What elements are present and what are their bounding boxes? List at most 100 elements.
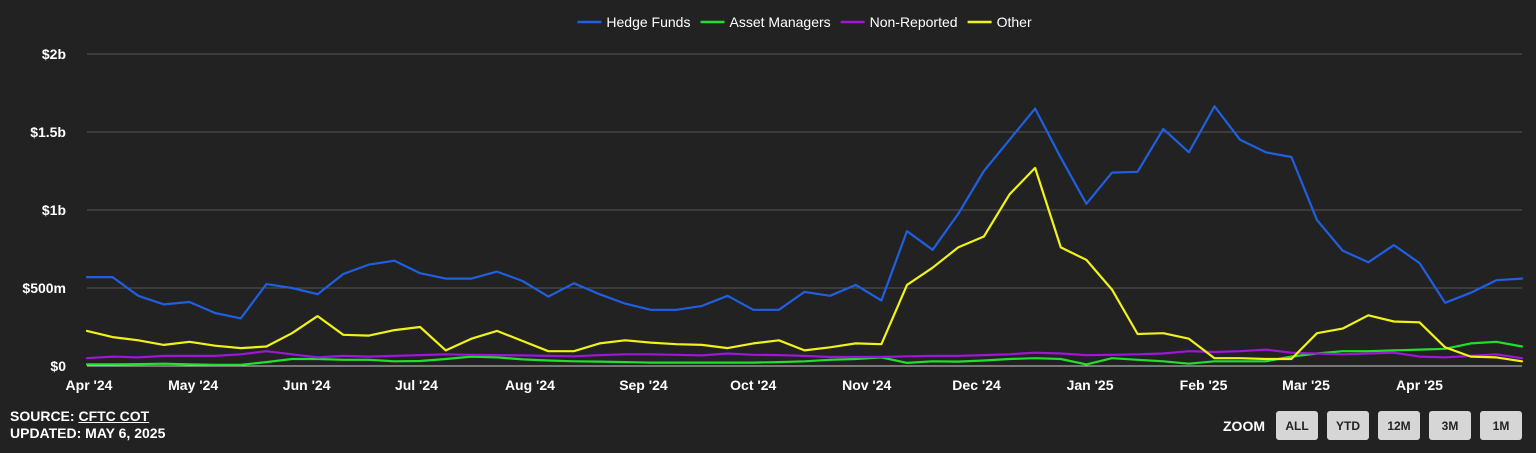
data-point-non-reported[interactable] bbox=[1058, 351, 1063, 356]
data-point-other[interactable] bbox=[520, 339, 525, 344]
data-point-other[interactable] bbox=[648, 340, 653, 345]
data-point-non-reported[interactable] bbox=[1340, 352, 1345, 357]
data-point-other[interactable] bbox=[1340, 326, 1345, 331]
data-point-other[interactable] bbox=[1315, 331, 1320, 336]
data-point-hedge-funds[interactable] bbox=[1366, 260, 1371, 265]
data-point-other[interactable] bbox=[1391, 319, 1396, 324]
data-point-non-reported[interactable] bbox=[213, 353, 218, 358]
data-point-non-reported[interactable] bbox=[1135, 352, 1140, 357]
data-point-asset-managers[interactable] bbox=[1135, 357, 1140, 362]
data-point-hedge-funds[interactable] bbox=[315, 292, 320, 297]
data-point-non-reported[interactable] bbox=[469, 352, 474, 357]
data-point-other[interactable] bbox=[930, 265, 935, 270]
data-point-hedge-funds[interactable] bbox=[1520, 276, 1525, 281]
data-point-other[interactable] bbox=[905, 282, 910, 287]
data-point-other[interactable] bbox=[879, 342, 884, 347]
data-point-hedge-funds[interactable] bbox=[981, 169, 986, 174]
data-point-hedge-funds[interactable] bbox=[571, 281, 576, 286]
data-point-non-reported[interactable] bbox=[418, 353, 423, 358]
data-point-hedge-funds[interactable] bbox=[85, 275, 90, 280]
data-point-non-reported[interactable] bbox=[1110, 352, 1115, 357]
data-point-hedge-funds[interactable] bbox=[828, 293, 833, 298]
data-point-hedge-funds[interactable] bbox=[495, 269, 500, 274]
data-point-other[interactable] bbox=[674, 342, 679, 347]
data-point-asset-managers[interactable] bbox=[802, 359, 807, 364]
data-point-asset-managers[interactable] bbox=[1520, 344, 1525, 349]
data-point-hedge-funds[interactable] bbox=[930, 247, 935, 252]
data-point-hedge-funds[interactable] bbox=[1033, 106, 1038, 111]
data-point-other[interactable] bbox=[981, 234, 986, 239]
data-point-hedge-funds[interactable] bbox=[136, 293, 141, 298]
data-point-hedge-funds[interactable] bbox=[1289, 155, 1294, 160]
zoom-3m-button[interactable]: 3M bbox=[1429, 411, 1471, 440]
data-point-non-reported[interactable] bbox=[597, 353, 602, 358]
data-point-asset-managers[interactable] bbox=[648, 360, 653, 365]
data-point-non-reported[interactable] bbox=[110, 354, 115, 359]
data-point-hedge-funds[interactable] bbox=[1417, 261, 1422, 266]
data-point-hedge-funds[interactable] bbox=[341, 272, 346, 277]
data-point-non-reported[interactable] bbox=[495, 353, 500, 358]
data-point-other[interactable] bbox=[751, 341, 756, 346]
data-point-asset-managers[interactable] bbox=[1161, 359, 1166, 364]
data-point-non-reported[interactable] bbox=[802, 353, 807, 358]
data-point-hedge-funds[interactable] bbox=[623, 301, 628, 306]
data-point-other[interactable] bbox=[828, 345, 833, 350]
data-point-other[interactable] bbox=[1289, 357, 1294, 362]
data-point-non-reported[interactable] bbox=[136, 355, 141, 360]
zoom-1m-button[interactable]: 1M bbox=[1480, 411, 1522, 440]
data-point-non-reported[interactable] bbox=[392, 353, 397, 358]
data-point-hedge-funds[interactable] bbox=[648, 307, 653, 312]
data-point-asset-managers[interactable] bbox=[571, 359, 576, 364]
data-point-non-reported[interactable] bbox=[930, 353, 935, 358]
data-point-other[interactable] bbox=[956, 245, 961, 250]
data-point-asset-managers[interactable] bbox=[1186, 361, 1191, 366]
data-point-other[interactable] bbox=[1110, 287, 1115, 292]
data-point-asset-managers[interactable] bbox=[264, 360, 269, 365]
data-point-non-reported[interactable] bbox=[161, 353, 166, 358]
data-point-other[interactable] bbox=[1468, 354, 1473, 359]
data-point-hedge-funds[interactable] bbox=[110, 275, 115, 280]
data-point-hedge-funds[interactable] bbox=[290, 286, 295, 291]
legend-item-non-reported[interactable]: Non-Reported bbox=[840, 14, 958, 30]
data-point-non-reported[interactable] bbox=[1391, 350, 1396, 355]
data-point-asset-managers[interactable] bbox=[443, 357, 448, 362]
data-point-non-reported[interactable] bbox=[623, 352, 628, 357]
data-point-asset-managers[interactable] bbox=[776, 360, 781, 365]
data-point-hedge-funds[interactable] bbox=[1468, 290, 1473, 295]
data-point-hedge-funds[interactable] bbox=[1186, 150, 1191, 155]
zoom-ytd-button[interactable]: YTD bbox=[1327, 411, 1369, 440]
data-point-hedge-funds[interactable] bbox=[700, 303, 705, 308]
data-point-other[interactable] bbox=[418, 325, 423, 330]
data-point-hedge-funds[interactable] bbox=[1238, 137, 1243, 142]
data-point-asset-managers[interactable] bbox=[905, 360, 910, 365]
data-point-non-reported[interactable] bbox=[981, 353, 986, 358]
data-point-asset-managers[interactable] bbox=[956, 359, 961, 364]
data-point-asset-managers[interactable] bbox=[597, 359, 602, 364]
data-point-other[interactable] bbox=[1212, 356, 1217, 361]
data-point-other[interactable] bbox=[110, 335, 115, 340]
data-point-hedge-funds[interactable] bbox=[1110, 170, 1115, 175]
data-point-non-reported[interactable] bbox=[546, 353, 551, 358]
data-point-hedge-funds[interactable] bbox=[1212, 104, 1217, 109]
data-point-asset-managers[interactable] bbox=[1494, 339, 1499, 344]
data-point-other[interactable] bbox=[213, 343, 218, 348]
data-point-other[interactable] bbox=[392, 328, 397, 333]
data-point-hedge-funds[interactable] bbox=[1340, 248, 1345, 253]
data-point-non-reported[interactable] bbox=[238, 352, 243, 357]
data-point-hedge-funds[interactable] bbox=[469, 276, 474, 281]
data-point-other[interactable] bbox=[1033, 165, 1038, 170]
data-point-hedge-funds[interactable] bbox=[1058, 155, 1063, 160]
data-point-hedge-funds[interactable] bbox=[443, 276, 448, 281]
data-point-hedge-funds[interactable] bbox=[776, 307, 781, 312]
data-point-other[interactable] bbox=[1186, 336, 1191, 341]
data-point-other[interactable] bbox=[776, 338, 781, 343]
data-point-non-reported[interactable] bbox=[1443, 355, 1448, 360]
data-point-other[interactable] bbox=[161, 342, 166, 347]
series-line-hedge-funds[interactable] bbox=[85, 105, 1524, 320]
data-point-other[interactable] bbox=[1161, 331, 1166, 336]
data-point-hedge-funds[interactable] bbox=[1007, 137, 1012, 142]
data-point-asset-managers[interactable] bbox=[1468, 341, 1473, 346]
data-point-other[interactable] bbox=[1443, 345, 1448, 350]
data-point-hedge-funds[interactable] bbox=[802, 289, 807, 294]
source-link[interactable]: CFTC COT bbox=[78, 408, 150, 424]
